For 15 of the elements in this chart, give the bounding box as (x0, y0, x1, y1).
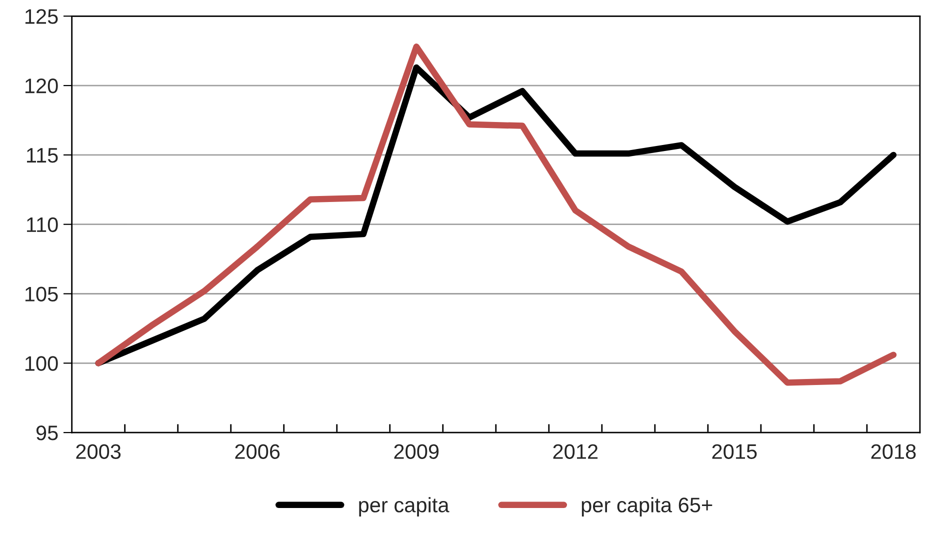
x-tick-label: 2009 (394, 444, 439, 459)
x-tick-label: 2012 (553, 444, 598, 459)
legend-label: per capita 65+ (582, 497, 712, 517)
y-tick-label: 115 (27, 148, 58, 163)
y-tick-label: 95 (36, 426, 58, 440)
x-tick-label: 2018 (871, 444, 916, 459)
y-tick-label: 120 (25, 78, 58, 94)
y-tick-label: 110 (27, 217, 58, 232)
legend-label: per capita (359, 497, 450, 517)
y-tick-label: 105 (25, 286, 58, 302)
y-tick-label: 100 (25, 356, 58, 371)
y-tick-label: 125 (25, 9, 58, 24)
x-tick-label: 2015 (712, 444, 757, 459)
x-tick-label: 2003 (76, 444, 121, 459)
x-tick-label: 2006 (235, 444, 280, 459)
